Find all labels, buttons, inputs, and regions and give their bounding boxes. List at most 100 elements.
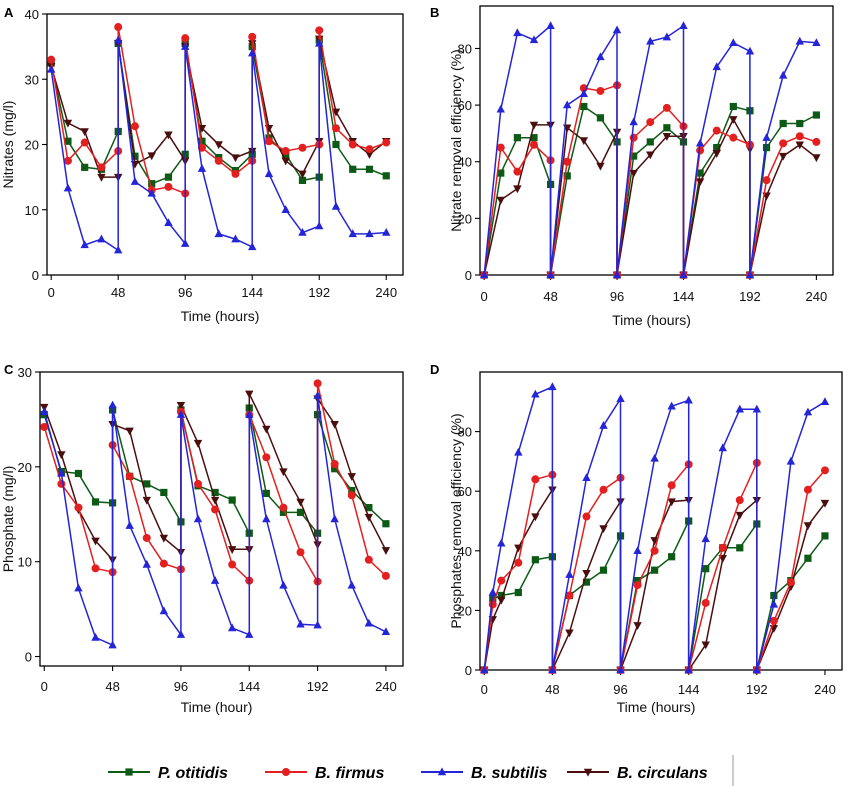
data-point-b-circulans xyxy=(279,468,288,477)
data-point-b-subtilis xyxy=(531,389,540,398)
series-p-otitidis xyxy=(40,404,390,537)
data-point-b-firmus xyxy=(762,176,771,185)
data-point-b-subtilis xyxy=(114,35,123,44)
data-point-b-firmus xyxy=(231,169,240,178)
data-point-b-subtilis xyxy=(142,559,151,568)
data-point-b-circulans xyxy=(63,119,73,128)
data-point-b-circulans xyxy=(245,390,254,399)
data-point-p-otitidis xyxy=(262,489,270,497)
data-point-b-subtilis xyxy=(176,410,186,418)
x-tick-label: 144 xyxy=(673,289,695,304)
data-point-p-otitidis xyxy=(74,469,83,478)
data-point-b-subtilis xyxy=(488,587,497,596)
panel-label: B xyxy=(430,5,439,20)
data-point-b-firmus xyxy=(365,145,374,154)
data-point-b-circulans xyxy=(159,534,169,543)
data-point-b-circulans xyxy=(197,124,207,133)
data-point-p-otitidis xyxy=(696,169,704,177)
data-point-p-otitidis xyxy=(630,152,638,160)
data-point-p-otitidis xyxy=(296,508,305,516)
data-point-p-otitidis xyxy=(580,102,588,111)
x-tick-label: 192 xyxy=(739,289,761,304)
data-point-b-subtilis xyxy=(365,229,374,238)
data-point-b-firmus xyxy=(331,124,340,133)
data-point-b-circulans xyxy=(210,496,220,505)
data-point-b-subtilis xyxy=(193,514,203,523)
y-tick-label: 20 xyxy=(18,460,32,475)
data-point-b-firmus xyxy=(181,34,190,43)
data-point-p-otitidis xyxy=(633,577,642,585)
x-tick-label: 0 xyxy=(41,679,48,694)
data-point-b-firmus xyxy=(279,503,288,512)
data-point-b-firmus xyxy=(298,143,307,152)
data-point-b-subtilis xyxy=(108,640,117,649)
y-tick-label: 60 xyxy=(458,98,472,113)
data-point-b-firmus xyxy=(142,533,151,542)
data-point-b-firmus xyxy=(488,600,497,609)
data-point-b-subtilis xyxy=(548,665,557,674)
data-point-p-otitidis xyxy=(382,172,390,180)
data-point-b-firmus xyxy=(513,167,522,176)
data-point-b-firmus xyxy=(130,122,139,131)
data-point-b-subtilis xyxy=(80,240,89,249)
data-point-b-circulans xyxy=(812,154,821,163)
data-point-b-circulans xyxy=(347,473,356,481)
data-point-p-otitidis xyxy=(160,488,168,497)
x-tick-label: 240 xyxy=(375,285,397,300)
y-tick-label: 80 xyxy=(458,425,472,440)
data-point-b-circulans xyxy=(662,133,672,141)
data-point-b-firmus xyxy=(262,453,271,462)
y-tick-label: 20 xyxy=(25,138,39,153)
data-point-p-otitidis xyxy=(762,143,771,152)
data-point-b-circulans xyxy=(496,196,505,205)
data-point-p-otitidis xyxy=(651,566,659,574)
data-point-b-subtilis xyxy=(264,169,274,178)
x-tick-label: 0 xyxy=(48,285,55,300)
data-point-b-firmus xyxy=(364,555,373,564)
x-tick-label: 192 xyxy=(746,682,768,697)
data-point-b-subtilis xyxy=(63,183,73,192)
x-tick-label: 48 xyxy=(105,679,119,694)
y-axis-label: Nitrates (mg/l) xyxy=(0,101,16,189)
data-point-b-firmus xyxy=(803,485,812,494)
data-point-p-otitidis xyxy=(713,143,721,152)
data-point-b-circulans xyxy=(497,596,506,605)
series-line-b-firmus xyxy=(483,462,826,671)
data-point-b-subtilis xyxy=(616,665,625,674)
data-point-b-firmus xyxy=(347,491,356,500)
series-b-firmus xyxy=(40,379,390,586)
series-line-p-otitidis xyxy=(483,105,817,276)
x-tick-label: 48 xyxy=(545,682,559,697)
data-point-p-otitidis xyxy=(228,496,236,504)
x-axis-label: Time (hours) xyxy=(617,699,696,715)
legend-marker xyxy=(437,767,447,776)
data-point-p-otitidis xyxy=(143,480,151,488)
data-point-b-firmus xyxy=(74,503,83,512)
legend-item-p-otitidis: P. otitidis xyxy=(108,765,228,782)
data-point-b-circulans xyxy=(214,141,223,150)
x-tick-label: 96 xyxy=(178,285,192,300)
x-tick-label: 0 xyxy=(481,682,488,697)
data-point-b-subtilis xyxy=(231,234,240,243)
data-point-p-otitidis xyxy=(668,553,676,561)
data-point-b-subtilis xyxy=(497,538,506,547)
data-point-b-subtilis xyxy=(479,270,489,279)
data-point-b-subtilis xyxy=(480,665,489,674)
panel-label: C xyxy=(4,362,14,377)
data-point-b-circulans xyxy=(579,137,589,146)
data-point-b-subtilis xyxy=(745,46,755,55)
data-point-b-firmus xyxy=(194,479,203,488)
data-point-b-firmus xyxy=(820,466,829,475)
data-point-p-otitidis xyxy=(279,508,288,516)
data-point-b-subtilis xyxy=(629,117,638,126)
data-point-b-subtilis xyxy=(147,188,156,197)
legend-item-b-circulans: B. circulans xyxy=(567,765,708,782)
data-point-p-otitidis xyxy=(770,591,778,600)
series-b-subtilis xyxy=(46,35,391,254)
data-point-b-subtilis xyxy=(74,583,83,592)
x-tick-label: 48 xyxy=(111,285,125,300)
data-point-b-firmus xyxy=(701,598,710,607)
data-point-b-firmus xyxy=(125,472,134,481)
data-point-b-firmus xyxy=(646,118,655,127)
